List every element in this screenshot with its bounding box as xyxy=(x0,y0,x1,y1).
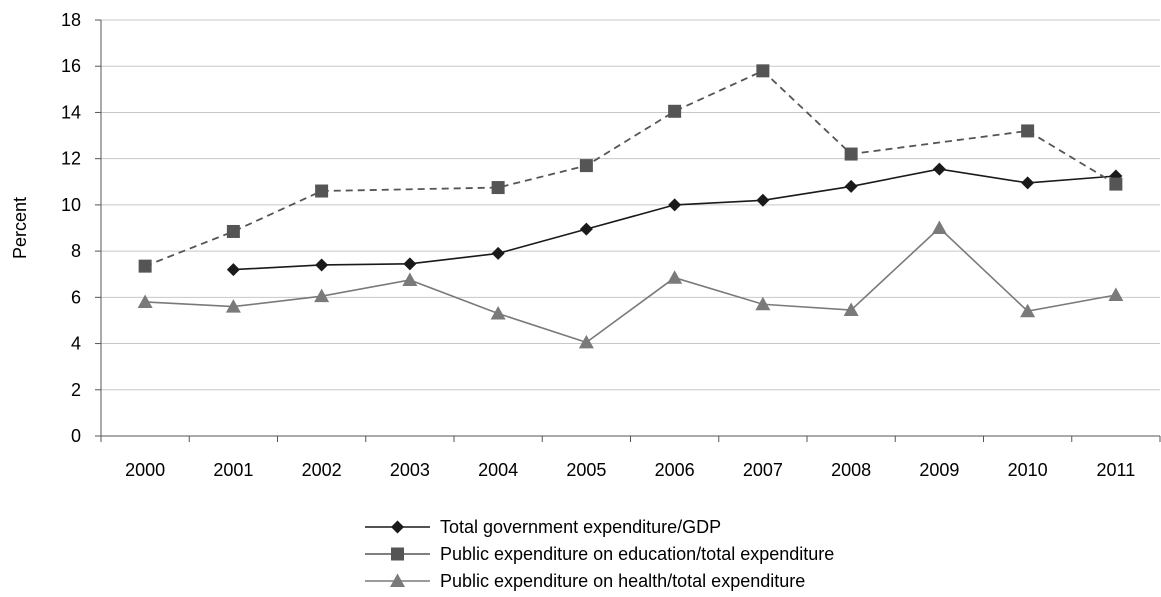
series-line-2 xyxy=(144,69,1117,267)
legend-marker xyxy=(391,547,404,561)
data-point-series-2 xyxy=(315,184,329,198)
x-tick-label: 2010 xyxy=(1008,460,1048,480)
data-point-series-2 xyxy=(579,159,593,173)
data-point-series-2 xyxy=(138,259,152,273)
data-point-series-1 xyxy=(491,246,505,260)
data-point-series-3 xyxy=(490,306,506,320)
data-point-series-1 xyxy=(756,193,770,207)
x-tick-label: 2006 xyxy=(655,460,695,480)
legend-item-2: Public expenditure on education/total ex… xyxy=(365,544,834,564)
x-tick-label: 2000 xyxy=(125,460,165,480)
series-lines xyxy=(144,69,1117,344)
data-point-series-1 xyxy=(668,198,682,212)
legend-label: Total government expenditure/GDP xyxy=(440,517,721,537)
axes xyxy=(95,19,1161,442)
data-point-series-2 xyxy=(1109,177,1123,191)
data-point-series-2 xyxy=(844,147,858,161)
x-tick-label: 2002 xyxy=(302,460,342,480)
x-tick-label: 2005 xyxy=(566,460,606,480)
data-point-series-2 xyxy=(1021,124,1035,138)
legend-marker xyxy=(391,520,404,534)
data-point-series-2 xyxy=(491,181,505,195)
data-point-series-1 xyxy=(579,222,593,236)
x-tick-label: 2008 xyxy=(831,460,871,480)
data-point-series-3 xyxy=(225,299,241,313)
data-point-series-1 xyxy=(403,257,417,271)
y-tick-label: 10 xyxy=(61,195,81,215)
data-point-series-3 xyxy=(578,334,594,349)
data-point-series-3 xyxy=(755,296,771,311)
legend-item-1: Total government expenditure/GDP xyxy=(365,517,721,537)
data-point-series-1 xyxy=(932,162,946,176)
y-tick-label: 8 xyxy=(71,241,81,261)
y-tick-label: 14 xyxy=(61,102,81,122)
y-tick-label: 18 xyxy=(61,10,81,30)
y-tick-label: 16 xyxy=(61,56,81,76)
data-point-series-3 xyxy=(931,220,947,234)
x-tick-label: 2011 xyxy=(1097,460,1136,480)
x-tick-label: 2001 xyxy=(213,460,253,480)
data-point-series-1 xyxy=(226,263,240,277)
data-point-series-3 xyxy=(402,272,418,286)
data-point-series-1 xyxy=(844,179,858,193)
series-line-3 xyxy=(145,226,1117,344)
grid-lines xyxy=(101,19,1160,391)
data-point-series-2 xyxy=(668,104,682,118)
data-point-series-1 xyxy=(1021,176,1035,190)
y-tick-label: 0 xyxy=(71,426,81,446)
legend-label: Public expenditure on health/total expen… xyxy=(440,571,805,591)
x-tick-label: 2004 xyxy=(478,460,518,480)
y-tick-label: 4 xyxy=(71,334,81,354)
x-tick-label: 2009 xyxy=(919,460,959,480)
data-point-series-1 xyxy=(315,258,329,272)
legend-marker xyxy=(390,573,405,587)
series-markers xyxy=(137,64,1124,349)
data-point-series-3 xyxy=(843,302,859,317)
data-point-series-3 xyxy=(314,288,330,303)
x-tick-label: 2003 xyxy=(390,460,430,480)
y-tick-label: 6 xyxy=(71,287,81,307)
y-axis-title: Percent xyxy=(10,197,30,259)
data-point-series-3 xyxy=(137,294,153,308)
legend: Total government expenditure/GDP Public e… xyxy=(365,517,834,591)
data-point-series-3 xyxy=(1020,303,1036,318)
x-tick-label: 2007 xyxy=(743,460,783,480)
y-tick-label: 12 xyxy=(61,149,81,169)
data-point-series-3 xyxy=(667,270,683,284)
y-tick-label: 2 xyxy=(71,380,81,400)
legend-item-3: Public expenditure on health/total expen… xyxy=(365,571,805,591)
data-point-series-2 xyxy=(756,64,770,78)
data-point-series-2 xyxy=(226,224,240,238)
series-line-1 xyxy=(233,168,1116,271)
data-point-series-3 xyxy=(1108,287,1124,302)
legend-label: Public expenditure on education/total ex… xyxy=(440,544,834,564)
tick-labels: 0 2 4 6 8 10 12 14 16 18 2000 2001 2002 2003 2004 2005 2… xyxy=(61,10,1135,480)
